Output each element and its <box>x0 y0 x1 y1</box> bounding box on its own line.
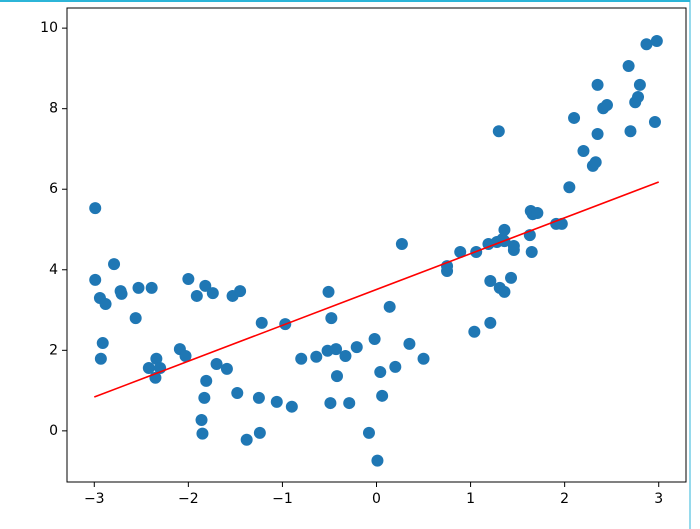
scatter-point <box>142 362 155 375</box>
scatter-point <box>270 395 283 408</box>
scatter-point <box>99 297 112 310</box>
scatter-point <box>343 397 356 410</box>
scatter-point <box>484 316 497 329</box>
scatter-point <box>210 358 223 371</box>
scatter-point <box>468 325 481 338</box>
scatter-point <box>196 427 209 440</box>
y-tick-label: 6 <box>49 181 58 197</box>
fit-line <box>93 181 660 398</box>
scatter-point <box>600 99 613 112</box>
scatter-point <box>198 391 211 404</box>
y-tick-label: 4 <box>49 262 58 278</box>
scatter-point <box>640 38 653 51</box>
scatter-point <box>492 125 505 138</box>
scatter-point <box>322 285 335 298</box>
scatter-point <box>129 312 142 325</box>
x-tick-label: −2 <box>178 491 199 507</box>
scatter-point <box>310 350 323 363</box>
scatter-point <box>563 181 576 194</box>
scatter-point <box>376 389 389 402</box>
scatter-point <box>96 337 109 350</box>
scatter-point <box>591 128 604 141</box>
scatter-point <box>374 366 387 379</box>
scatter-point <box>234 285 247 298</box>
scatter-point <box>568 111 581 124</box>
axes-frame <box>66 7 687 483</box>
scatter-point <box>240 433 253 446</box>
scatter-point <box>622 59 635 72</box>
scatter-point <box>330 370 343 383</box>
scatter-point <box>325 312 338 325</box>
scatter-point <box>531 206 544 219</box>
scatter-point <box>285 400 298 413</box>
scatter-point <box>368 333 381 346</box>
scatter-point <box>200 374 213 387</box>
x-tick-label: 0 <box>372 491 381 507</box>
y-tick-label: 10 <box>40 20 58 36</box>
scatter-point <box>89 202 102 215</box>
scatter-point <box>505 271 518 284</box>
scatter-point <box>339 349 352 362</box>
scatter-point <box>150 352 163 365</box>
y-tick-label: 0 <box>49 423 58 439</box>
scatter-point <box>89 273 102 286</box>
scatter-point <box>577 144 590 157</box>
x-tick-label: 1 <box>466 491 475 507</box>
y-tick-label: 8 <box>49 101 58 117</box>
scatter-point <box>632 91 645 104</box>
scatter-point <box>94 352 107 365</box>
scatter-point <box>206 287 219 300</box>
scatter-point <box>525 246 538 259</box>
scatter-point <box>403 337 416 350</box>
scatter-point <box>115 287 128 300</box>
scatter-point <box>371 454 384 467</box>
x-tick-label: −1 <box>272 491 293 507</box>
scatter-point <box>650 35 663 48</box>
scatter-point <box>350 341 363 354</box>
scatter-point <box>383 300 396 313</box>
scatter-point <box>253 426 266 439</box>
scatter-point <box>231 386 244 399</box>
scatter-point <box>507 240 520 253</box>
scatter-point <box>295 352 308 365</box>
scatter-point <box>498 285 511 298</box>
x-tick-label: −3 <box>84 491 105 507</box>
x-tick-label: 2 <box>560 491 569 507</box>
scatter-point <box>484 275 497 288</box>
scatter-point <box>190 289 203 302</box>
scatter-point <box>132 281 145 294</box>
scatter-point <box>454 246 467 259</box>
scatter-point <box>633 78 646 91</box>
scatter-point <box>330 343 343 356</box>
scatter-point <box>324 397 337 410</box>
scatter-point <box>417 352 430 365</box>
y-tick-label: 2 <box>49 342 58 358</box>
scatter-point <box>179 349 192 362</box>
scatter-point <box>589 156 602 169</box>
scatter-point <box>199 279 212 292</box>
scatter-point <box>108 258 121 271</box>
scatter-point <box>591 78 604 91</box>
scatter-point <box>648 115 661 128</box>
scatter-point <box>220 362 233 375</box>
scatter-point <box>498 223 511 236</box>
scatter-point <box>362 426 375 439</box>
scatter-point <box>255 316 268 329</box>
scatter-point <box>395 237 408 250</box>
scatter-point <box>624 125 637 138</box>
scatter-point <box>145 281 158 294</box>
scatter-point <box>389 360 402 373</box>
scatter-point <box>252 391 265 404</box>
x-tick-label: 3 <box>654 491 663 507</box>
scatter-point <box>195 413 208 426</box>
scatter-point <box>182 273 195 286</box>
